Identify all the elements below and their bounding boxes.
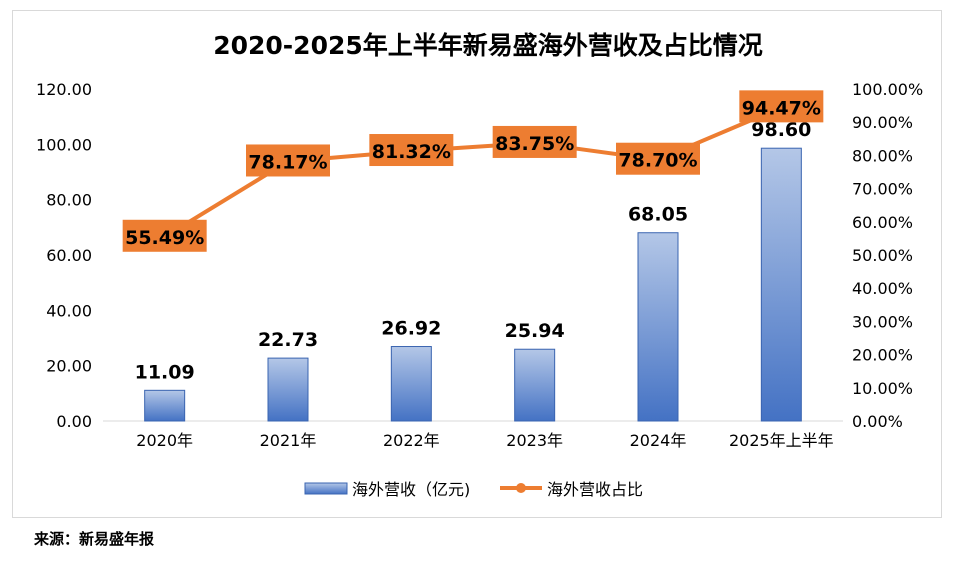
legend-bar-swatch <box>304 482 348 495</box>
chart-frame <box>12 10 942 518</box>
bar <box>514 348 556 422</box>
right-tick-label: 100.00% <box>852 80 923 99</box>
x-tick-label: 2023年 <box>506 431 563 450</box>
left-tick-label: 120.00 <box>36 80 92 99</box>
line-label-box <box>616 142 700 175</box>
bar <box>760 147 802 422</box>
right-tick-label: 40.00% <box>852 279 913 298</box>
bar <box>267 357 309 422</box>
right-tick-label: 50.00% <box>852 246 913 265</box>
line-data-label: 78.70% <box>618 150 697 172</box>
left-tick-label: 0.00 <box>56 412 92 431</box>
legend-bar-label: 海外营收（亿元) <box>352 480 470 499</box>
right-tick-label: 90.00% <box>852 113 913 132</box>
bar-data-label: 98.60 <box>751 119 811 141</box>
line-data-label: 78.17% <box>248 151 327 173</box>
x-tick-label: 2021年 <box>260 431 317 450</box>
line-label-box <box>122 219 207 252</box>
right-tick-label: 60.00% <box>852 213 913 232</box>
right-tick-label: 10.00% <box>852 379 913 398</box>
left-tick-label: 60.00 <box>46 246 92 265</box>
line-data-label: 55.49% <box>125 227 204 249</box>
x-tick-label: 2022年 <box>383 431 440 450</box>
line-data-label: 81.32% <box>372 141 451 163</box>
right-tick-label: 80.00% <box>852 146 913 165</box>
right-tick-label: 0.00% <box>852 412 903 431</box>
left-tick-label: 100.00 <box>36 135 92 154</box>
left-tick-label: 20.00 <box>46 357 92 376</box>
source-note: 来源：新易盛年报 <box>34 530 155 548</box>
chart-title: 2020-2025年上半年新易盛海外营收及占比情况 <box>213 31 763 60</box>
bar-data-label: 22.73 <box>258 329 318 351</box>
line-label-box <box>246 144 330 177</box>
bar <box>144 389 186 422</box>
x-tick-label: 2025年上半年 <box>729 431 834 450</box>
left-tick-label: 40.00 <box>46 301 92 320</box>
x-tick-label: 2024年 <box>630 431 687 450</box>
legend-line-label: 海外营收占比 <box>547 480 643 499</box>
bar <box>637 232 679 422</box>
legend-line-marker <box>516 483 526 493</box>
line-label-box <box>492 125 577 158</box>
bar-data-label: 26.92 <box>381 318 441 340</box>
line-label-box <box>739 90 824 123</box>
line-data-label: 94.47% <box>742 97 821 119</box>
line-label-box <box>369 134 454 167</box>
right-tick-label: 20.00% <box>852 346 913 365</box>
bar <box>390 346 432 422</box>
bar-data-label: 68.05 <box>628 204 688 226</box>
bar-data-label: 25.94 <box>505 320 565 342</box>
bar-data-label: 11.09 <box>135 361 195 383</box>
right-tick-label: 30.00% <box>852 312 913 331</box>
right-tick-label: 70.00% <box>852 180 913 199</box>
x-tick-label: 2020年 <box>136 431 193 450</box>
line-data-label: 83.75% <box>495 133 574 155</box>
left-tick-label: 80.00 <box>46 191 92 210</box>
